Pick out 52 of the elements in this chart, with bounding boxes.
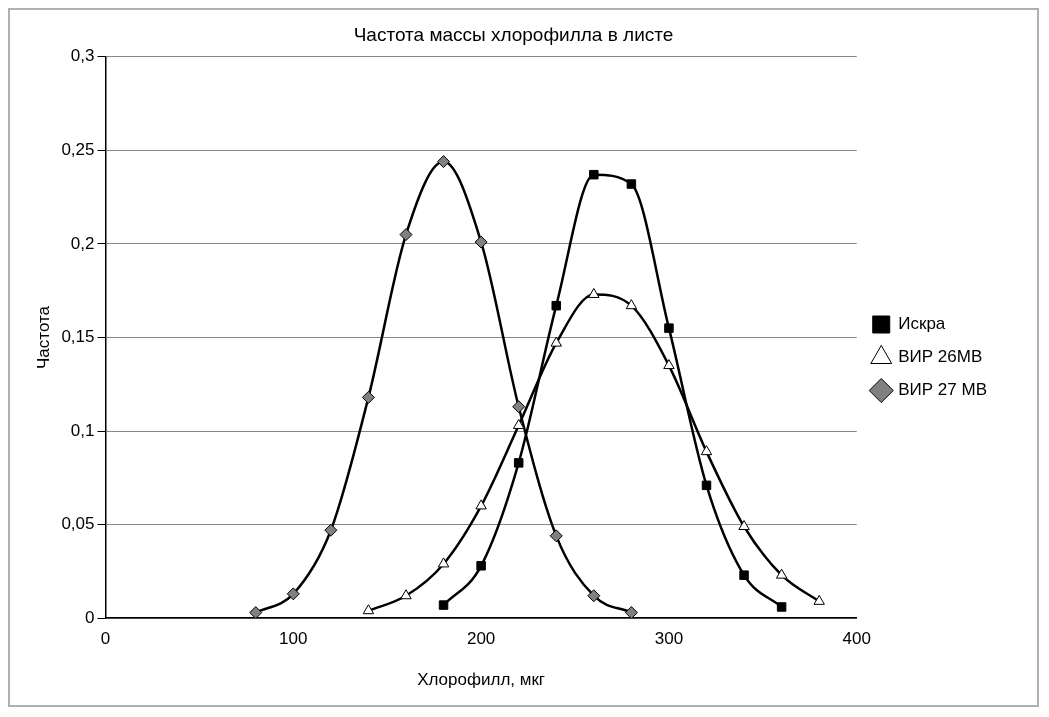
point bbox=[475, 499, 487, 510]
x-tick-label: 100 bbox=[279, 629, 308, 649]
y-tick-label: 0,1 bbox=[70, 420, 95, 440]
x-tick-label: 400 bbox=[842, 629, 871, 649]
point bbox=[589, 169, 599, 180]
y-tick-label: 0 bbox=[85, 607, 95, 627]
point bbox=[701, 480, 712, 491]
y-tick-label: 0,25 bbox=[61, 140, 95, 160]
x-tick-label: 200 bbox=[466, 629, 496, 649]
point bbox=[474, 235, 488, 249]
point bbox=[249, 606, 263, 619]
point bbox=[286, 587, 300, 601]
point bbox=[626, 179, 637, 189]
point bbox=[362, 604, 375, 615]
point bbox=[550, 336, 562, 347]
legend-label: Искра bbox=[898, 314, 946, 334]
x-tick-label: 300 bbox=[654, 629, 684, 649]
point bbox=[739, 570, 749, 580]
x-axis-title: Хлорофилл, мкг bbox=[417, 670, 546, 690]
point bbox=[624, 606, 638, 619]
point bbox=[324, 523, 338, 537]
point bbox=[399, 228, 413, 242]
y-tick-label: 0,15 bbox=[61, 327, 95, 347]
point bbox=[513, 458, 524, 468]
point bbox=[549, 529, 563, 543]
point bbox=[738, 520, 750, 531]
legend-label: ВИР 26МВ bbox=[898, 347, 983, 367]
point bbox=[512, 400, 526, 414]
point bbox=[813, 594, 825, 605]
y-tick-label: 0,05 bbox=[61, 514, 95, 534]
point bbox=[438, 600, 449, 610]
point bbox=[476, 561, 486, 571]
point bbox=[588, 287, 600, 298]
point bbox=[551, 300, 561, 311]
point bbox=[625, 299, 638, 310]
point bbox=[776, 602, 787, 612]
y-tick-label: 0,3 bbox=[70, 46, 95, 66]
chart-title: Частота массы хлорофилла в листе bbox=[353, 23, 674, 45]
point bbox=[587, 589, 601, 603]
point bbox=[361, 390, 375, 404]
legend-label: ВИР 27 МВ bbox=[898, 380, 988, 400]
point bbox=[664, 323, 674, 333]
point bbox=[775, 568, 788, 579]
y-axis-title: Частота bbox=[33, 305, 53, 370]
point bbox=[400, 589, 412, 600]
point bbox=[700, 445, 713, 456]
y-tick-label: 0,2 bbox=[70, 233, 95, 253]
point bbox=[437, 557, 450, 568]
x-tick-label: 0 bbox=[100, 629, 111, 649]
point bbox=[437, 155, 451, 169]
point bbox=[512, 418, 525, 429]
point bbox=[663, 359, 675, 370]
